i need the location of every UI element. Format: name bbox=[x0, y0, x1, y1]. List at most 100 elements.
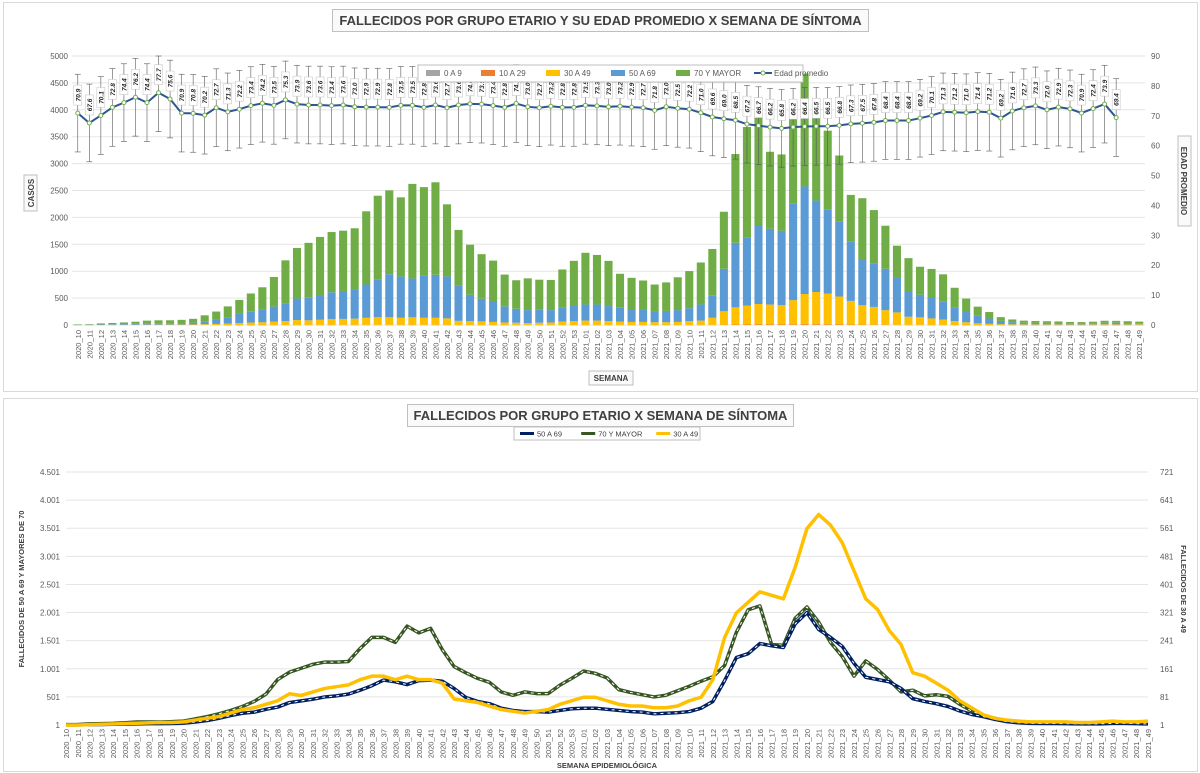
legend-label: Edad promedio bbox=[774, 69, 829, 78]
bar-70-y-mayor bbox=[408, 183, 417, 279]
age-label-box bbox=[73, 84, 83, 106]
age-data-label: 65.8 bbox=[779, 104, 786, 117]
x-tick-label: 2021_10 bbox=[685, 330, 694, 359]
age-data-label: 72.8 bbox=[110, 83, 117, 96]
age-label-box bbox=[984, 83, 994, 105]
x-tick-label: 2020_46 bbox=[489, 330, 498, 359]
bar-70-y-mayor bbox=[85, 324, 94, 325]
age-label-box bbox=[742, 95, 752, 117]
bar-30-a-49 bbox=[904, 316, 913, 325]
bar-50-a-69 bbox=[1077, 323, 1086, 325]
bar-70-y-mayor bbox=[327, 232, 336, 293]
bar-30-a-49 bbox=[881, 310, 890, 325]
age-label-box bbox=[1031, 77, 1040, 99]
x-tick-label: 2021_35 bbox=[979, 729, 988, 758]
bar-50-a-69 bbox=[881, 268, 890, 311]
x-tick-label: 2021_07 bbox=[651, 330, 660, 359]
x-tick-label: 2020_20 bbox=[180, 729, 189, 758]
bar-50-a-69 bbox=[1089, 323, 1098, 325]
edad-promedio-marker bbox=[456, 102, 462, 108]
bar-30-a-49 bbox=[223, 323, 232, 325]
x-tick-label: 2020_39 bbox=[408, 330, 417, 359]
x-tick-label: 2021_31 bbox=[928, 330, 937, 359]
age-data-label: 67.5 bbox=[860, 99, 867, 112]
age-data-label: 73.9 bbox=[479, 79, 486, 92]
bar-50-a-69 bbox=[823, 209, 832, 294]
edad-promedio-marker bbox=[940, 109, 946, 115]
bar-70-y-mayor bbox=[615, 273, 625, 308]
x-tick-label: 2020_12 bbox=[97, 330, 106, 359]
x-tick-label: 2021_34 bbox=[968, 729, 977, 758]
bar-10-a-29 bbox=[777, 324, 786, 325]
edad-promedio-marker bbox=[329, 103, 335, 109]
age-data-label: 68.4 bbox=[906, 96, 913, 109]
bar-50-a-69 bbox=[119, 324, 128, 325]
x-tick-label: 2021_37 bbox=[997, 330, 1006, 359]
age-data-label: 67.6 bbox=[87, 98, 94, 111]
x-tick-label: 2021_31 bbox=[932, 729, 941, 758]
x-tick-label: 2020_53 bbox=[568, 729, 577, 758]
age-label-box bbox=[246, 77, 256, 98]
bar-70-y-mayor bbox=[212, 311, 221, 320]
x-tick-label: 2020_52 bbox=[558, 330, 567, 359]
x-tick-label: 2021_20 bbox=[801, 330, 810, 359]
edad-promedio-marker bbox=[467, 101, 473, 107]
bar-50-a-69 bbox=[592, 304, 602, 321]
y-tick-label: 4.001 bbox=[40, 496, 61, 505]
bar-30-a-49 bbox=[212, 323, 221, 325]
bar-10-a-29 bbox=[812, 324, 821, 325]
x-tick-label: 2020_16 bbox=[143, 330, 152, 359]
x-tick-label: 2021_17 bbox=[768, 729, 777, 758]
x-tick-label: 2021_44 bbox=[1078, 330, 1087, 359]
bar-50-a-69 bbox=[1112, 322, 1121, 325]
x-tick-label: 2020_33 bbox=[339, 330, 348, 359]
bar-70-y-mayor bbox=[835, 155, 844, 222]
x-tick-label: 2021_25 bbox=[858, 330, 867, 359]
bar-50-a-69 bbox=[1054, 323, 1063, 325]
x-tick-label: 2020_32 bbox=[328, 330, 337, 359]
bar-50-a-69 bbox=[373, 279, 382, 318]
bar-50-a-69 bbox=[200, 321, 209, 325]
bar-30-a-49 bbox=[950, 321, 959, 325]
edad-promedio-marker bbox=[386, 104, 392, 110]
x-tick-label: 2021_13 bbox=[721, 729, 730, 758]
y-tick-label: 2.501 bbox=[40, 580, 61, 589]
age-label-box bbox=[96, 87, 106, 108]
bar-30-a-49 bbox=[973, 323, 982, 325]
age-label-box bbox=[696, 84, 706, 106]
bar-50-a-69 bbox=[812, 200, 821, 293]
edad-promedio-marker bbox=[86, 120, 92, 126]
x-tick-label: 2020_16 bbox=[133, 729, 142, 758]
bar-50-a-69 bbox=[1065, 323, 1075, 325]
bar-70-y-mayor bbox=[858, 198, 867, 260]
x-tick-label: 2021_12 bbox=[708, 330, 717, 359]
edad-promedio-marker bbox=[686, 106, 692, 112]
age-label-box bbox=[385, 79, 394, 100]
y2-tick-label: 90 bbox=[1151, 52, 1160, 61]
x-tick-label: 2020_50 bbox=[532, 729, 541, 758]
bar-30-a-49 bbox=[685, 321, 694, 325]
age-label-box bbox=[396, 77, 406, 98]
age-data-label: 67.2 bbox=[744, 99, 751, 112]
bar-30-a-49 bbox=[269, 321, 278, 325]
bar-70-y-mayor bbox=[881, 225, 890, 269]
bar-30-a-49 bbox=[1123, 324, 1132, 325]
age-data-label: 66.4 bbox=[802, 102, 809, 115]
y-tick-label: 2.001 bbox=[40, 609, 61, 618]
edad-promedio-marker bbox=[502, 104, 508, 110]
age-data-label: 69.6 bbox=[710, 92, 717, 105]
x-tick-label: 2021_14 bbox=[732, 729, 741, 758]
bar-50-a-69 bbox=[558, 307, 567, 322]
age-data-label: 74.1 bbox=[514, 79, 521, 92]
edad-promedio-marker bbox=[594, 103, 600, 109]
y-tick-label: 500 bbox=[55, 294, 69, 303]
x-tick-label: 2020_35 bbox=[362, 330, 371, 359]
x-tick-label: 2020_41 bbox=[427, 729, 436, 758]
bar-50-a-69 bbox=[858, 259, 867, 306]
x-tick-label: 2020_31 bbox=[309, 729, 318, 758]
bar-10-a-29 bbox=[789, 324, 798, 325]
bar-50-a-69 bbox=[662, 310, 671, 323]
legend-label: 0 A 9 bbox=[444, 69, 462, 78]
age-label-box bbox=[188, 85, 198, 106]
bar-70-y-mayor bbox=[1100, 320, 1109, 323]
